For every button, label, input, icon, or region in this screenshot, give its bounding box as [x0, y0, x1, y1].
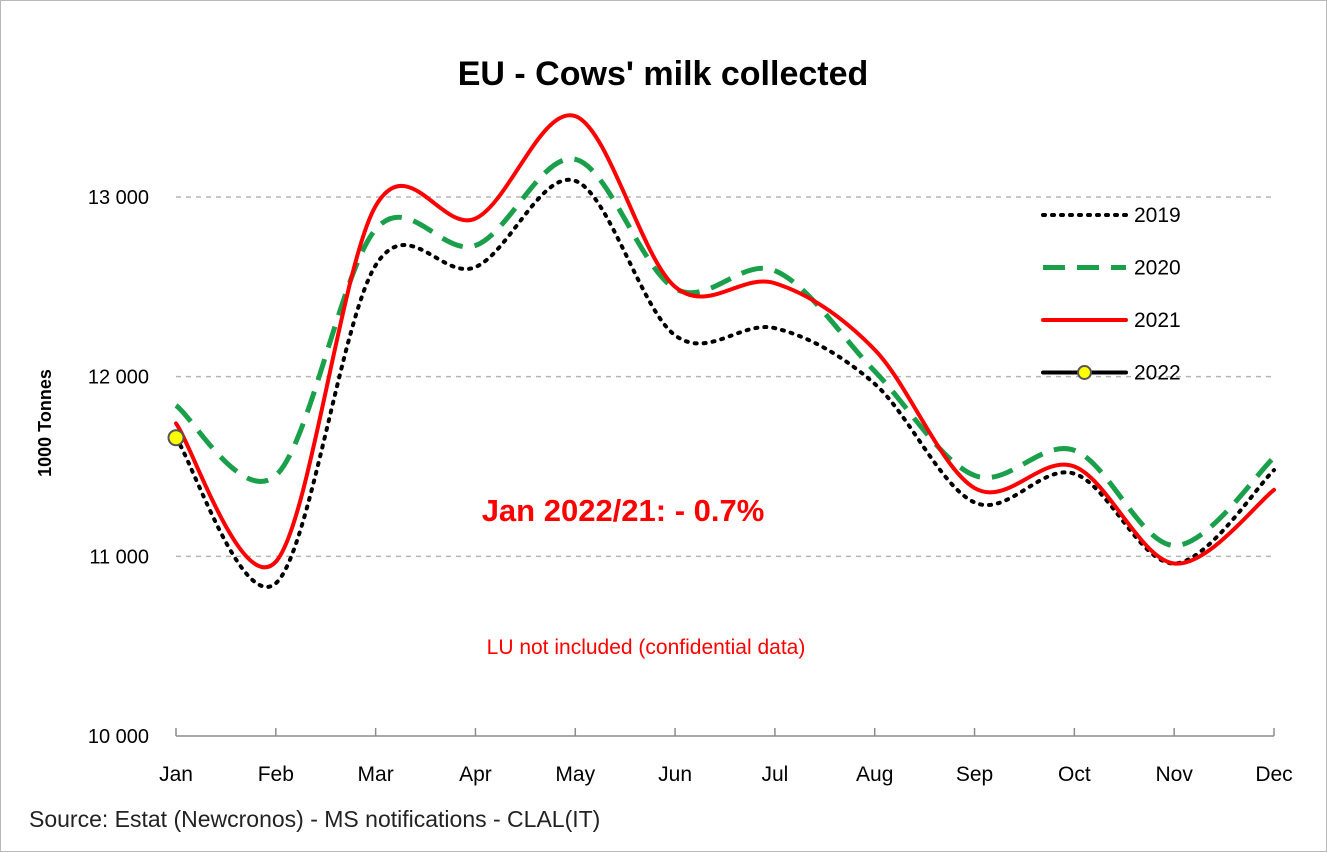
chart-title: EU - Cows' milk collected	[458, 55, 869, 93]
x-tick-label: Nov	[1156, 763, 1194, 786]
x-tick-label: Jun	[658, 763, 692, 786]
data-point-2022	[167, 429, 185, 447]
y-tick-label: 10 000	[88, 726, 149, 748]
x-tick-label: Mar	[358, 763, 394, 786]
x-tick-label: May	[555, 763, 595, 786]
legend: 2019 2020 2021 2022	[1041, 204, 1181, 385]
y-tick-label: 11 000	[89, 546, 149, 568]
legend-label-2020: 2020	[1134, 257, 1181, 280]
y-tick-label: 12 000	[88, 367, 149, 389]
x-tick-label: Aug	[856, 763, 893, 786]
x-tick-label: Jan	[159, 763, 193, 786]
series-line-2021	[174, 113, 1276, 570]
x-tick-label: Dec	[1255, 763, 1292, 786]
annotation-change: Jan 2022/21: - 0.7%	[482, 493, 765, 528]
x-tick-label: Apr	[459, 763, 492, 786]
gridlines	[176, 196, 1274, 558]
x-tick-label: Sep	[956, 763, 993, 786]
x-axis	[175, 728, 1275, 737]
y-tick-label: 13 000	[88, 187, 149, 209]
series-lines	[167, 113, 1276, 589]
y-tick-labels: 10 000 11 000 12 000 13 000	[88, 187, 149, 748]
series-line-2020	[174, 156, 1276, 549]
x-tick-label: Jul	[761, 763, 788, 786]
legend-label-2019: 2019	[1134, 204, 1181, 227]
annotation-note: LU not included (confidential data)	[487, 636, 806, 659]
source-note: Source: Estat (Newcronos) - MS notificat…	[29, 806, 600, 832]
x-tick-label: Oct	[1058, 763, 1091, 786]
legend-label-2021: 2021	[1134, 309, 1181, 332]
legend-marker-2022	[1077, 365, 1092, 380]
y-axis-label: 1000 Tonnes	[35, 369, 55, 477]
x-tick-label: Feb	[258, 763, 294, 786]
x-tick-labels: Jan Feb Mar Apr May Jun Jul Aug Sep Oct Nov Dec	[159, 763, 1293, 786]
legend-label-2022: 2022	[1134, 362, 1181, 385]
